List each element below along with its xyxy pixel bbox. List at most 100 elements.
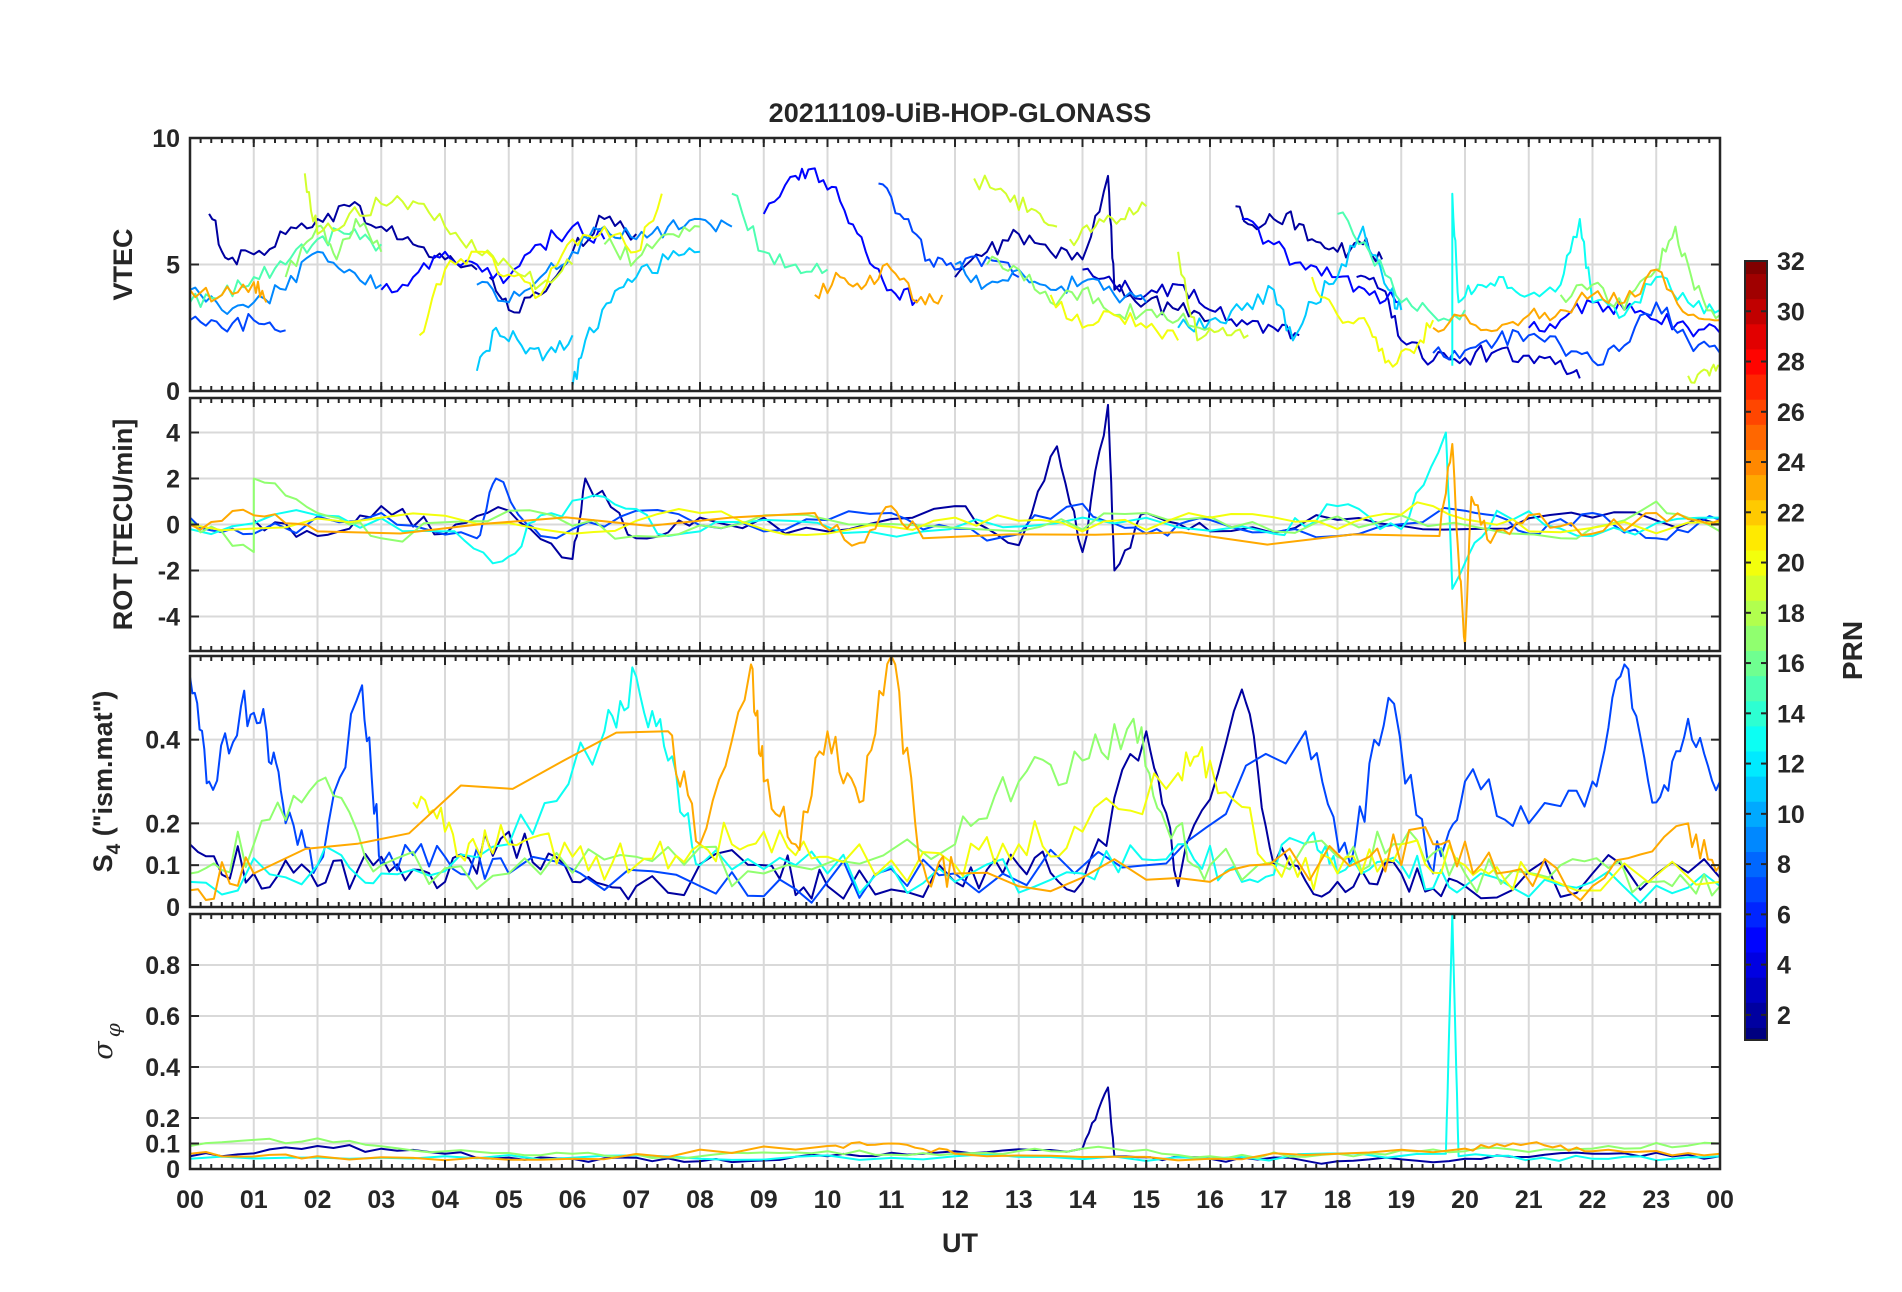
ticks [189, 914, 1721, 1170]
x-tick-label: 18 [1324, 1186, 1352, 1214]
x-tick-label: 00 [176, 1186, 204, 1214]
x-tick-label: 21 [1515, 1186, 1543, 1214]
colorbar-segment [1745, 1002, 1767, 1028]
colorbar-segment [1745, 926, 1767, 953]
series-line-prn-2 [954, 174, 1211, 323]
y-tick-label: 0.4 [145, 1054, 180, 1082]
panel-s4: 0 0.1 0.2 0.4 S4 ("ism.mat") [88, 654, 1722, 922]
ticks [189, 398, 1721, 651]
colorbar-tick-label: 28 [1777, 349, 1805, 377]
colorbar-segment [1745, 499, 1767, 526]
colorbar-segment [1745, 1027, 1767, 1041]
y-tick-label: 0.2 [145, 1105, 180, 1133]
x-tick-label: 03 [367, 1186, 395, 1214]
series-line-prn-13 [1451, 192, 1720, 366]
series-line-prn-9 [190, 250, 382, 315]
series-line-prn-20 [418, 193, 663, 337]
series-group [190, 914, 1720, 1165]
series-line-prn-11 [475, 326, 574, 372]
axes-frame [188, 136, 1722, 393]
series-line-prn-20 [1311, 276, 1435, 368]
series-line-prn-7 [1432, 301, 1720, 367]
colorbar-segment [1745, 474, 1767, 501]
x-tick-label: 17 [1260, 1186, 1288, 1214]
y-axis-label: σφ [88, 1023, 125, 1059]
y-tick-label: 5 [166, 252, 180, 280]
colorbar-segment [1745, 725, 1767, 752]
colorbar-segment [1745, 348, 1767, 375]
series-line-prn-15 [1337, 211, 1466, 322]
colorbar-tick-label: 12 [1777, 751, 1805, 779]
series-line-prn-15 [731, 192, 829, 275]
colorbar-tick-label: 2 [1777, 1002, 1791, 1030]
y-tick-label: -2 [158, 558, 180, 586]
y-tick-label: 0 [166, 378, 180, 406]
y-axis-label: S4 ("ism.mat") [88, 691, 125, 873]
y-tick-label: 4 [166, 420, 180, 448]
series-line-prn-19 [1068, 201, 1147, 247]
colorbar-segment [1745, 273, 1767, 300]
series-line-prn-17 [190, 717, 1720, 897]
x-tick-label: 12 [941, 1186, 969, 1214]
colorbar-segment [1745, 298, 1767, 325]
colorbar-frame [1744, 260, 1768, 1041]
colorbar-segment [1745, 424, 1767, 450]
colorbar-segment [1745, 650, 1767, 677]
series-line-prn-23 [814, 262, 944, 306]
x-tick-label: 14 [1069, 1186, 1097, 1214]
series-line-prn-11 [1177, 225, 1403, 342]
colorbar-segment [1745, 323, 1767, 350]
axes-frame [188, 396, 1722, 653]
chart-title: 20211109-UiB-HOP-GLONASS [769, 98, 1152, 128]
y-tick-label: 10 [152, 125, 180, 153]
series-line-prn-23 [190, 1141, 1720, 1162]
colorbar-tick-label: 6 [1777, 901, 1791, 929]
colorbar-tick-label: 30 [1777, 298, 1805, 326]
colorbar-segment [1745, 776, 1767, 802]
series-line-prn-19 [1177, 251, 1249, 342]
colorbar-segment [1745, 600, 1767, 626]
colorbar-tick-label: 16 [1777, 650, 1805, 678]
colorbar-tick-label: 4 [1777, 952, 1791, 980]
y-tick-label: 0 [166, 894, 180, 922]
x-tick-label: 02 [304, 1186, 332, 1214]
x-tick-label: 00 [1706, 1186, 1734, 1214]
grid [190, 914, 1720, 1169]
series-line-prn-7 [190, 313, 286, 333]
y-axis-label: VTEC [108, 228, 138, 300]
x-tick-labels: 00 01 02 03 04 05 06 07 08 09 10 11 12 13 14 15 16 17 18 19… [176, 1186, 1734, 1214]
colorbar-segment [1745, 625, 1767, 651]
series-line-prn-17 [284, 218, 383, 278]
x-tick-label: 06 [559, 1186, 587, 1214]
colorbar-segment [1745, 449, 1767, 476]
colorbar-segment [1745, 851, 1767, 878]
colorbar-segment [1745, 901, 1767, 928]
y-tick-label: 0.4 [145, 727, 180, 755]
series-line-prn-2 [208, 201, 478, 271]
colorbar-segment [1745, 575, 1767, 601]
colorbar-tick-label: 32 [1777, 248, 1805, 276]
series-line-prn-23 [190, 280, 268, 303]
colorbar-tick-label: 20 [1777, 550, 1805, 578]
x-tick-label: 20 [1451, 1186, 1479, 1214]
x-tick-label: 04 [431, 1186, 459, 1214]
panel-sigma_phi: 00.10.2 0.4 0.6 0.8 σφ [88, 912, 1722, 1184]
x-tick-label: 05 [495, 1186, 523, 1214]
series-line-prn-17 [603, 225, 701, 267]
y-tick-label: 0 [166, 512, 180, 540]
colorbar-tick-label: 24 [1777, 449, 1805, 477]
series-line-prn-5 [1241, 217, 1402, 305]
axes-frame [188, 654, 1722, 909]
series-line-prn-17 [986, 255, 1211, 331]
series-line-prn-23 [190, 443, 1720, 646]
series-line-prn-23 [1432, 268, 1720, 333]
series-line-prn-5 [762, 167, 918, 306]
colorbar-tick-label: 14 [1777, 700, 1805, 728]
y-tick-label: -4 [158, 604, 180, 632]
colorbar-segment [1745, 261, 1767, 275]
colorbar-label: PRN [1837, 621, 1868, 680]
colorbar-segment [1745, 876, 1767, 903]
